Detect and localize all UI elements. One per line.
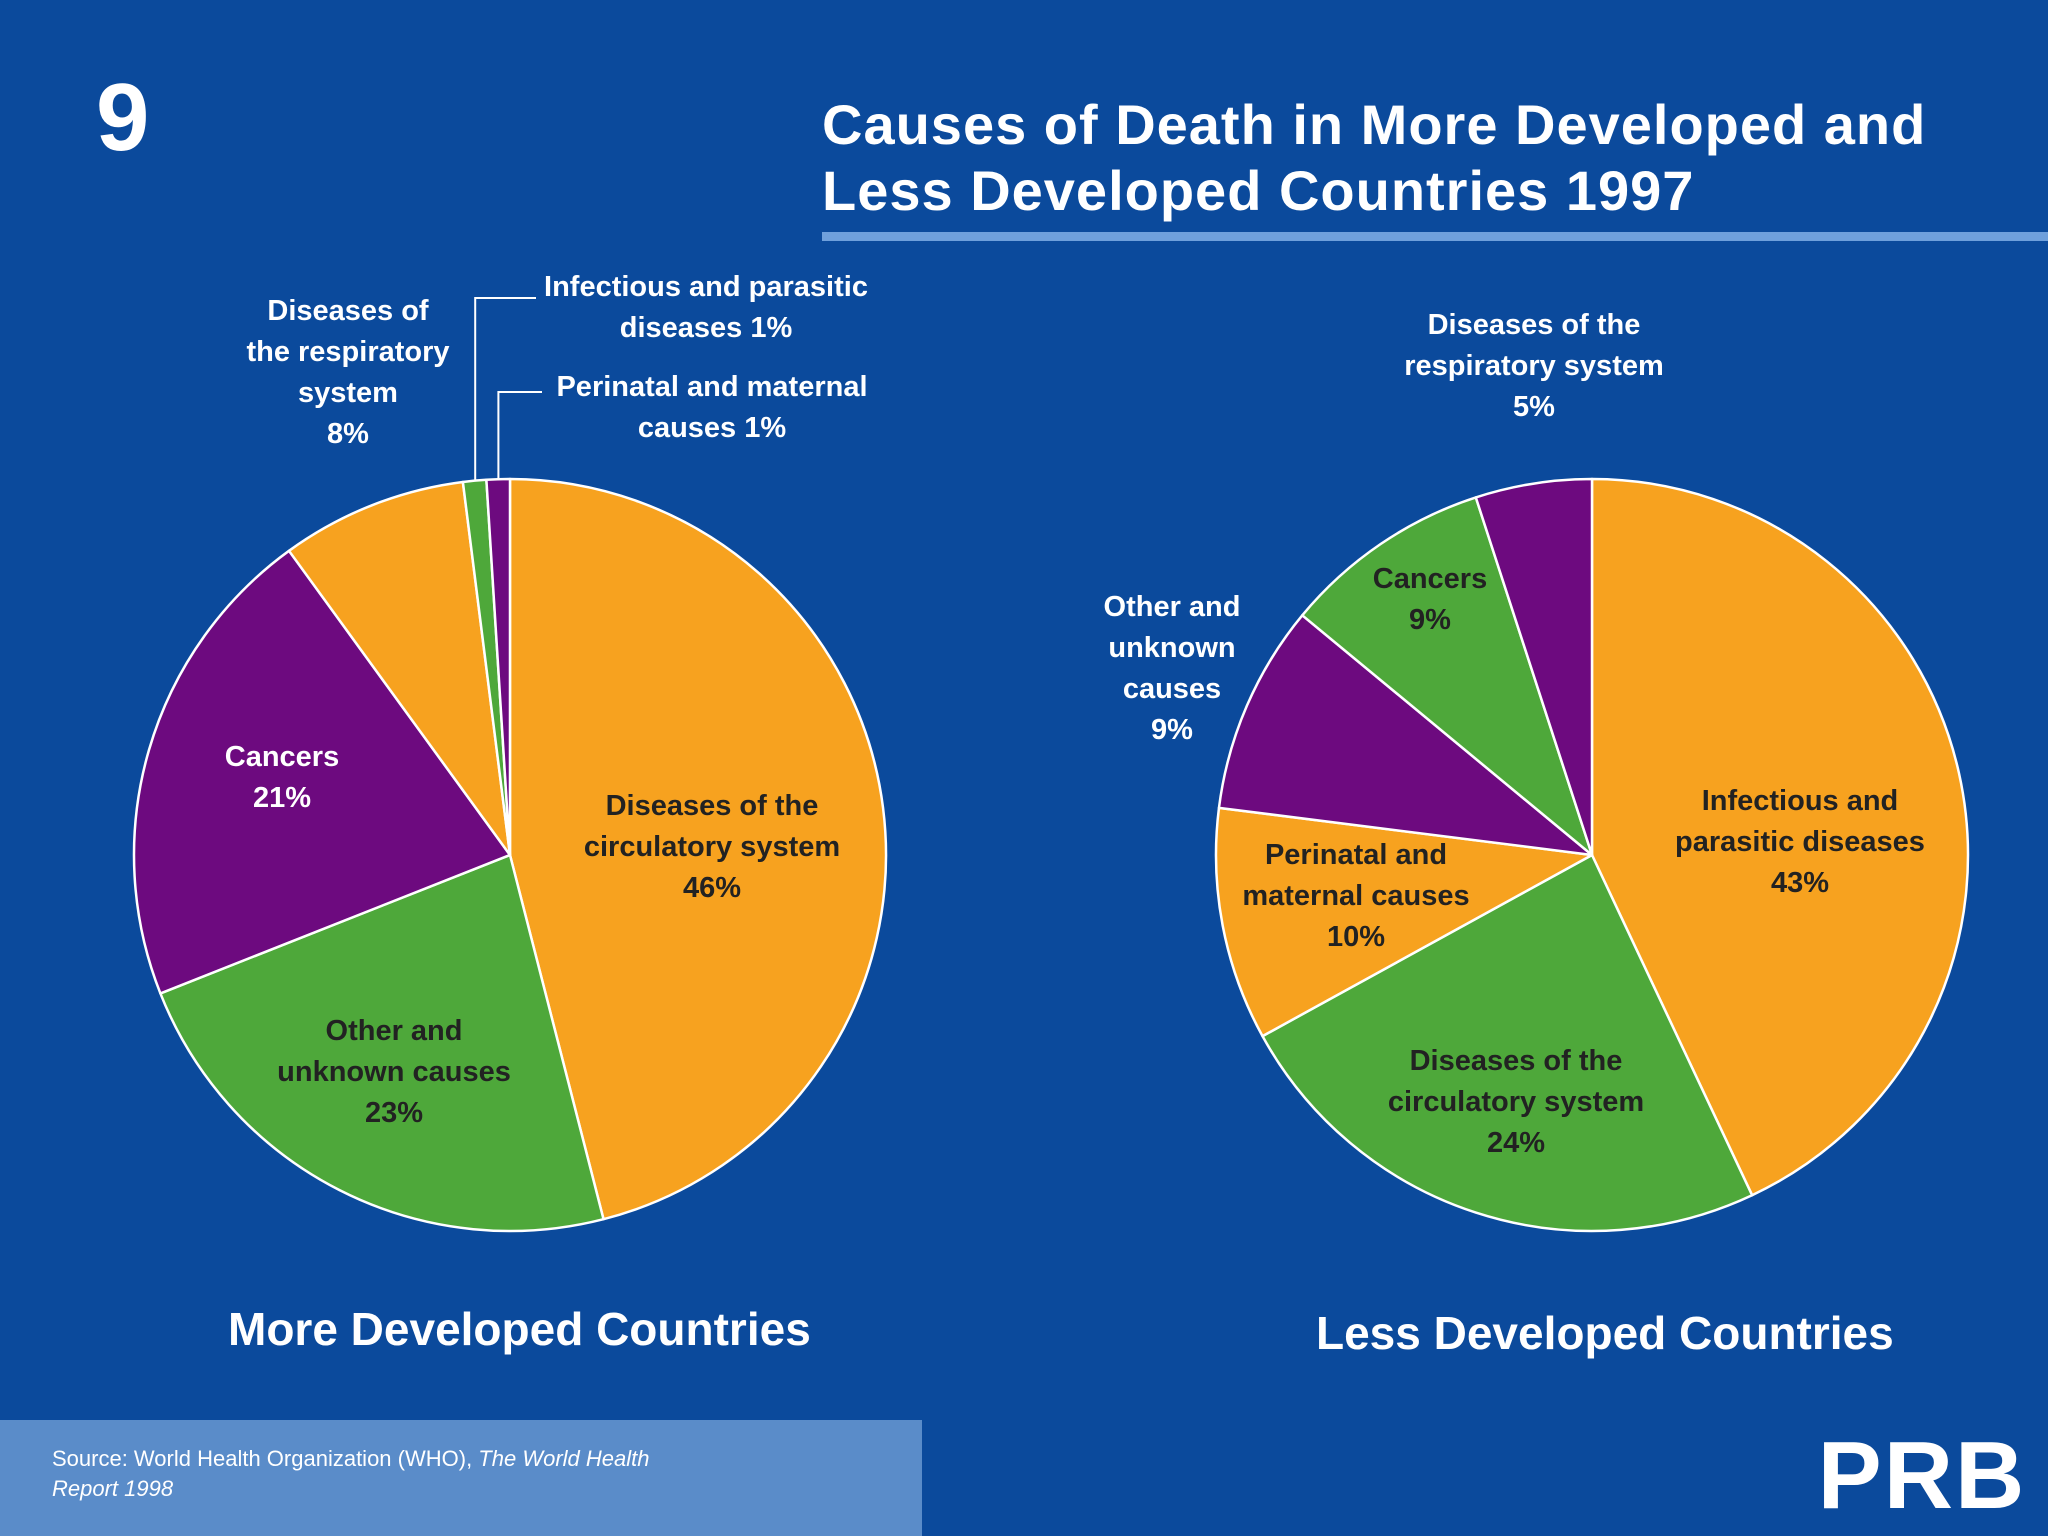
- pie0-label-line: causes 1%: [638, 412, 787, 444]
- pie1-label-diseases-of-the-circulatory-system: Diseases of the circulatory system 24%: [1388, 1045, 1644, 1159]
- pie1-slice-diseases-of-the-respiratory-system: [1474, 477, 1594, 857]
- pie1-label-line: 43%: [1771, 867, 1829, 899]
- pie1-slice-other-and-unknown-causes: [1217, 614, 1594, 857]
- chart-title-less-developed: Less Developed Countries: [1316, 1307, 1894, 1359]
- pie1-label-perinatal-and-maternal-causes: Perinatal and maternal causes 10%: [1242, 839, 1469, 953]
- pie0-label-line: Other and: [326, 1015, 463, 1047]
- pie0-label-line: 21%: [253, 782, 311, 814]
- pie0-label-line: Diseases of: [267, 295, 429, 327]
- pie0-label-line: unknown causes: [277, 1056, 511, 1088]
- pie-less-developed: [1214, 477, 1970, 1233]
- pie0-leader-perinatal-and-maternal-causes: [497, 391, 542, 480]
- pie1-label-line: Perinatal and: [1265, 839, 1447, 871]
- source-prefix: Source: World Health Organization (WHO),: [52, 1446, 479, 1471]
- pie1-label-line: 10%: [1327, 921, 1385, 953]
- chart-title-more-developed: More Developed Countries: [228, 1303, 811, 1355]
- source-footer: [0, 1420, 922, 1536]
- page-title: Causes of Death in More Developed and Le…: [822, 92, 1982, 224]
- pie0-label-line: Cancers: [225, 741, 339, 773]
- pie0-label-line: 8%: [327, 418, 369, 450]
- pie0-leader-infectious-and-parasitic-diseases: [474, 297, 536, 481]
- pie0-label-infectious-and-parasitic-diseases: Infectious and parasitic diseases 1%: [544, 271, 868, 344]
- pie1-label-line: 9%: [1151, 714, 1193, 746]
- pie0-slice-other-and-unknown-causes: [159, 853, 605, 1233]
- prb-logo-text: PRB: [1818, 1422, 2027, 1526]
- pie1-label-infectious-and-parasitic-diseases: Infectious and parasitic diseases 43%: [1675, 785, 1925, 899]
- pie0-label-line: the respiratory: [246, 336, 449, 368]
- pie1-label-line: Infectious and: [1702, 785, 1899, 817]
- pie1-label-line: Diseases of the: [1428, 309, 1641, 341]
- pie1-label-line: parasitic diseases: [1675, 826, 1925, 858]
- pie1-label-line: 24%: [1487, 1127, 1545, 1159]
- source-italic-2: Report 1998: [52, 1476, 174, 1501]
- title-line-2: Less Developed Countries 1997: [822, 159, 1695, 222]
- pie1-label-other-and-unknown-causes: Other and unknown causes 9%: [1104, 591, 1241, 746]
- pie0-label-other-and-unknown-causes: Other and unknown causes 23%: [277, 1015, 511, 1129]
- pie1-slice-diseases-of-the-circulatory-system: [1261, 853, 1754, 1233]
- pie0-label-cancers: Cancers 21%: [225, 741, 339, 814]
- pie0-label-line: Perinatal and maternal: [556, 371, 867, 403]
- pie1-label-line: circulatory system: [1388, 1086, 1644, 1118]
- pie1-slice-cancers: [1301, 496, 1594, 857]
- pie1-label-line: causes: [1123, 673, 1221, 705]
- title-underline: [822, 232, 2048, 241]
- pie1-label-line: 9%: [1409, 604, 1451, 636]
- title-line-1: Causes of Death in More Developed and: [822, 93, 1927, 156]
- pie0-label-diseases-of-the-circulatory-system: Diseases of the circulatory system 46%: [584, 790, 840, 904]
- pie0-slice-cancers: [132, 549, 512, 995]
- pie1-label-line: respiratory system: [1404, 350, 1664, 382]
- pie1-slice-infectious-and-parasitic-diseases: [1590, 477, 1970, 1197]
- pie0-slice-diseases-of-the-respiratory-system: [287, 480, 512, 857]
- pie0-label-line: Infectious and parasitic: [544, 271, 868, 303]
- prb-logo: PRB: [1806, 1420, 2038, 1526]
- source-italic-1: The World Health: [478, 1446, 650, 1471]
- pie1-label-line: Other and: [1104, 591, 1241, 623]
- pie1-label-line: Diseases of the: [1410, 1045, 1623, 1077]
- pie1-label-line: maternal causes: [1242, 880, 1469, 912]
- pie0-label-line: 46%: [683, 872, 741, 904]
- label-leader-lines: [474, 297, 542, 481]
- pie1-label-line: unknown: [1108, 632, 1235, 664]
- pie0-label-line: 23%: [365, 1097, 423, 1129]
- pie0-slice-diseases-of-the-circulatory-system: [508, 477, 888, 1221]
- pie0-label-line: Diseases of the: [606, 790, 819, 822]
- pie0-label-line: diseases 1%: [620, 312, 793, 344]
- pie1-label-line: 5%: [1513, 391, 1555, 423]
- pie1-label-diseases-of-the-respiratory-system: Diseases of the respiratory system 5%: [1404, 309, 1664, 423]
- pie0-label-line: system: [298, 377, 398, 409]
- pie0-label-line: circulatory system: [584, 831, 840, 863]
- pie1-slice-perinatal-and-maternal-causes: [1214, 806, 1594, 1038]
- source-note: Source: World Health Organization (WHO),…: [52, 1444, 892, 1504]
- pie0-label-diseases-of-the-respiratory-system: Diseases of the respiratory system 8%: [246, 295, 449, 450]
- slide-number: 9: [96, 64, 150, 171]
- pie1-label-line: Cancers: [1373, 563, 1487, 595]
- slice-labels: Diseases of the circulatory system 46% Othe…: [225, 271, 1925, 1159]
- pie1-label-cancers: Cancers 9%: [1373, 563, 1487, 636]
- pie0-label-perinatal-and-maternal-causes: Perinatal and maternal causes 1%: [556, 371, 867, 444]
